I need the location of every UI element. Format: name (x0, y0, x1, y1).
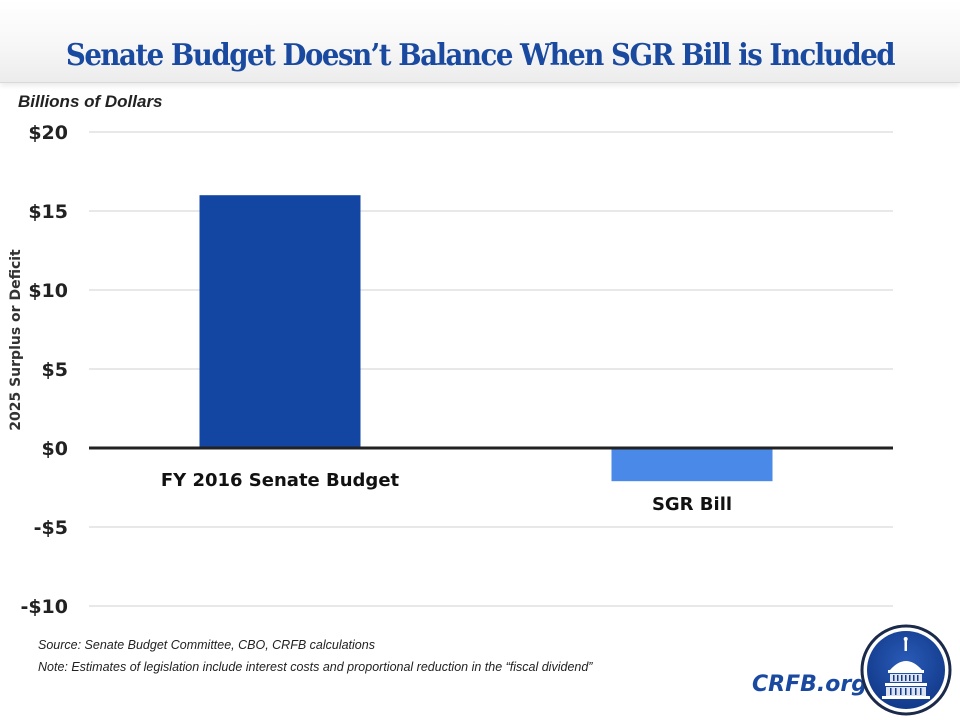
y-tick-label: -$5 (34, 517, 68, 539)
y-tick-labels: $20 $15 $10 $5 $0 -$5 -$10 (20, 122, 68, 618)
bar-senate-budget (199, 195, 361, 448)
units-label: Billions of Dollars (18, 92, 163, 111)
category-label: FY 2016 Senate Budget (161, 470, 400, 491)
category-label: SGR Bill (652, 494, 732, 515)
y-tick-label: $0 (42, 438, 68, 460)
chart-title: Senate Budget Doesn’t Balance When SGR B… (65, 38, 896, 73)
brand-link[interactable]: CRFB.org (752, 672, 867, 697)
bars (199, 195, 773, 482)
footnotes: Source: Senate Budget Committee, CBO, CR… (38, 634, 592, 678)
y-tick-label: $15 (28, 201, 68, 223)
header-band: Senate Budget Doesn’t Balance When SGR B… (0, 0, 960, 83)
source-note: Source: Senate Budget Committee, CBO, CR… (38, 638, 375, 652)
y-tick-label: -$10 (20, 596, 68, 618)
capitol-dome-icon (860, 624, 952, 716)
y-tick-label: $20 (28, 122, 68, 144)
bar-sgr-bill (611, 448, 773, 482)
category-labels: FY 2016 Senate Budget SGR Bill (161, 470, 732, 515)
y-tick-label: $5 (42, 359, 68, 381)
methodology-note: Note: Estimates of legislation include i… (38, 660, 593, 674)
y-tick-label: $10 (28, 280, 68, 302)
